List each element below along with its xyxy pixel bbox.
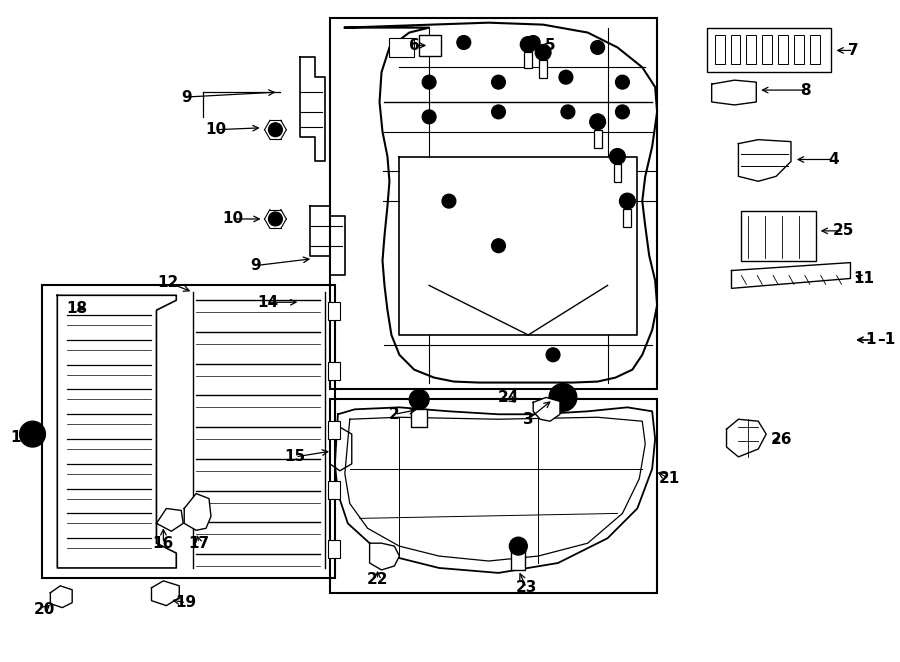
Text: 26: 26 xyxy=(770,432,792,447)
Bar xyxy=(42,285,335,578)
Circle shape xyxy=(491,239,506,253)
Bar xyxy=(742,211,815,261)
Circle shape xyxy=(268,122,283,136)
Circle shape xyxy=(491,75,506,89)
Bar xyxy=(794,34,804,64)
Bar xyxy=(328,540,340,558)
Circle shape xyxy=(509,538,527,555)
Bar xyxy=(328,303,340,320)
Circle shape xyxy=(526,36,540,50)
Bar xyxy=(731,34,741,64)
Bar xyxy=(390,38,414,58)
Text: 3: 3 xyxy=(523,412,534,427)
Text: 7: 7 xyxy=(848,43,859,58)
Text: 5: 5 xyxy=(544,38,555,53)
Bar xyxy=(411,409,428,427)
Bar xyxy=(525,52,532,68)
Bar xyxy=(328,481,340,498)
Text: 17: 17 xyxy=(188,536,210,551)
Circle shape xyxy=(609,148,626,164)
Circle shape xyxy=(616,105,629,119)
Text: 25: 25 xyxy=(832,223,854,238)
Polygon shape xyxy=(151,581,179,606)
Circle shape xyxy=(268,212,283,226)
Text: 4: 4 xyxy=(828,152,839,167)
Bar xyxy=(328,421,340,439)
Text: 22: 22 xyxy=(367,573,388,587)
Text: 2: 2 xyxy=(389,406,400,422)
Text: 12: 12 xyxy=(158,275,179,290)
Circle shape xyxy=(442,194,456,208)
Bar xyxy=(810,34,820,64)
Text: 11: 11 xyxy=(853,271,874,286)
Polygon shape xyxy=(712,80,756,105)
Circle shape xyxy=(559,70,573,84)
Text: 23: 23 xyxy=(516,581,537,595)
Text: 8: 8 xyxy=(800,83,811,97)
Bar xyxy=(328,361,340,379)
Bar xyxy=(746,34,756,64)
Text: –1: –1 xyxy=(878,332,896,348)
Circle shape xyxy=(561,105,575,119)
Circle shape xyxy=(457,36,471,50)
Circle shape xyxy=(536,44,551,60)
Polygon shape xyxy=(726,419,766,457)
Circle shape xyxy=(520,36,536,52)
Circle shape xyxy=(590,114,606,130)
Bar xyxy=(594,130,601,148)
Circle shape xyxy=(590,40,605,54)
Bar xyxy=(330,399,657,592)
Text: 10: 10 xyxy=(205,122,227,137)
Text: 14: 14 xyxy=(256,295,278,310)
Bar xyxy=(715,34,724,64)
Circle shape xyxy=(616,75,629,89)
Bar xyxy=(539,60,547,78)
Text: 9: 9 xyxy=(250,258,261,273)
Bar xyxy=(330,18,657,389)
Polygon shape xyxy=(370,543,400,570)
Text: 9: 9 xyxy=(181,89,192,105)
Circle shape xyxy=(20,421,45,447)
Text: 1: 1 xyxy=(865,332,876,348)
Circle shape xyxy=(549,383,577,411)
Circle shape xyxy=(546,348,560,361)
Circle shape xyxy=(556,391,570,404)
Circle shape xyxy=(410,389,429,409)
Polygon shape xyxy=(50,586,72,608)
Bar xyxy=(778,34,788,64)
Text: 20: 20 xyxy=(33,602,55,617)
Polygon shape xyxy=(157,508,184,532)
Text: 15: 15 xyxy=(284,449,306,465)
Text: 21: 21 xyxy=(659,471,680,486)
Circle shape xyxy=(491,105,506,119)
Circle shape xyxy=(422,110,436,124)
Text: 16: 16 xyxy=(153,536,174,551)
Circle shape xyxy=(422,75,436,89)
Text: 18: 18 xyxy=(67,301,87,316)
Bar xyxy=(419,34,441,56)
Text: 24: 24 xyxy=(498,390,519,405)
Bar xyxy=(762,34,772,64)
Circle shape xyxy=(619,193,635,209)
Circle shape xyxy=(27,428,39,440)
Bar xyxy=(614,164,621,182)
Text: 10: 10 xyxy=(222,211,243,226)
Bar xyxy=(706,28,831,72)
Text: 19: 19 xyxy=(176,595,197,610)
Text: 13: 13 xyxy=(10,430,32,445)
Bar xyxy=(511,548,526,570)
Polygon shape xyxy=(533,397,560,421)
Polygon shape xyxy=(184,494,211,530)
Text: 6: 6 xyxy=(409,38,419,53)
Bar xyxy=(624,209,632,227)
